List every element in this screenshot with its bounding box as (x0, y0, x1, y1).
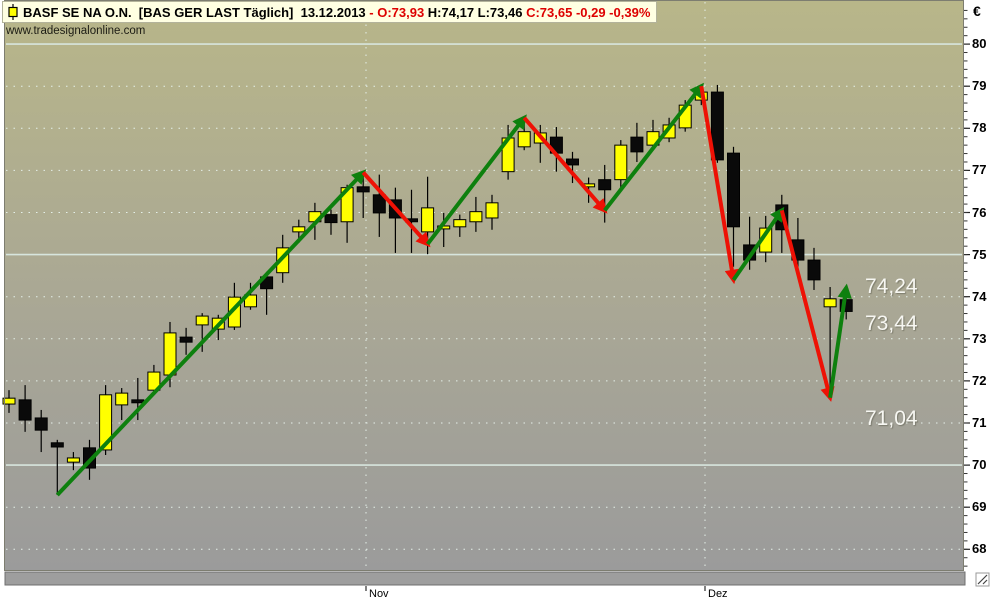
candle-body-bear (566, 158, 579, 166)
candle-body-bear (131, 399, 145, 404)
candle-body-bear (50, 442, 64, 448)
candle-body-bull (2, 397, 16, 405)
zigzag-up-arrow (828, 283, 852, 399)
candle-body-bull (614, 144, 628, 181)
candle-body-bear (727, 152, 740, 228)
zigzag-up-arrow (731, 206, 785, 282)
candle-body-bull (99, 394, 113, 451)
resize-grip-line (982, 579, 988, 585)
candle-body-bull (823, 298, 837, 308)
candle-body-bull (66, 457, 80, 463)
plot-background (5, 1, 963, 570)
candle-body-bear (179, 336, 193, 343)
zigzag-down-arrow (361, 171, 431, 248)
candle-body-bear (710, 91, 724, 161)
candle-body-bull (244, 294, 257, 308)
candle-body-bear (630, 136, 644, 153)
zigzag-up-arrow (55, 169, 367, 497)
plot-border (4, 0, 964, 571)
candle-body-bear (34, 417, 48, 431)
candle-body-bull (453, 219, 467, 228)
candle-body-bull (147, 371, 161, 391)
candle-body-bear (324, 214, 338, 224)
candle-body-bear (372, 194, 386, 214)
candle-body-bear (598, 179, 612, 191)
candle-body-bear (807, 259, 821, 281)
zigzag-down-arrow (779, 209, 835, 402)
time-scrollbar[interactable] (4, 571, 966, 586)
zigzag-up-arrow (426, 114, 527, 246)
zigzag-down-arrow (699, 85, 739, 285)
candle-body-bull (163, 332, 177, 376)
candle-body-bull (195, 315, 209, 326)
candle-body-bull (485, 202, 499, 219)
candle-body-bull (115, 392, 129, 406)
candle-body-bull (469, 211, 483, 223)
candle-body-bull (421, 207, 435, 233)
candle-body-bull (517, 131, 531, 148)
candle-body-bull (292, 226, 306, 233)
candle-body-bear (18, 399, 32, 421)
zigzag-down-arrow (522, 116, 608, 214)
resize-grip-line (977, 574, 988, 585)
candle-body-bear (356, 186, 370, 193)
zigzag-up-arrow (603, 82, 704, 212)
